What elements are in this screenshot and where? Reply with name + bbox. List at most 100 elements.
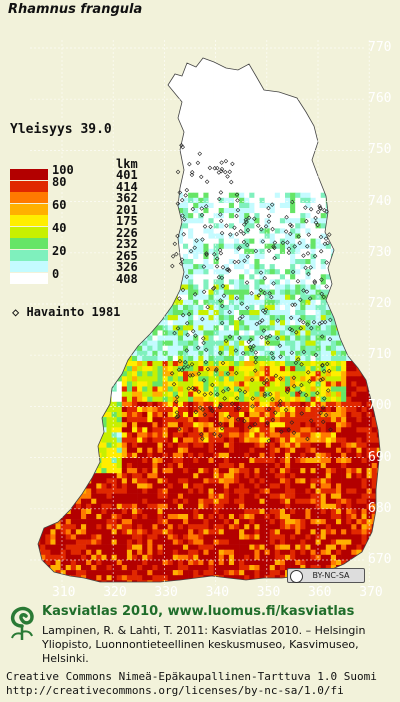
map-cell	[228, 396, 235, 403]
map-cell	[137, 396, 143, 403]
map-cell	[218, 126, 225, 132]
map-cell	[106, 376, 112, 382]
map-cell	[30, 65, 35, 70]
map-cell	[193, 248, 199, 255]
map-cell	[81, 406, 87, 413]
map-cell	[198, 85, 204, 91]
map-cell	[274, 381, 281, 387]
map-cell	[259, 85, 265, 91]
map-cell	[75, 116, 82, 122]
map-cell	[65, 177, 72, 183]
map-cell	[30, 397, 35, 402]
map-cell	[96, 167, 102, 173]
map-cell	[193, 116, 199, 122]
map-cell	[132, 340, 138, 346]
map-cell	[320, 259, 327, 265]
map-cell	[285, 192, 291, 199]
map-cell	[167, 100, 174, 107]
map-cell	[285, 361, 291, 367]
map-cell	[111, 90, 117, 97]
map-cell	[279, 299, 286, 306]
map-cell	[218, 58, 225, 61]
map-cell	[320, 90, 327, 97]
map-cell	[234, 345, 240, 352]
map-cell	[101, 330, 107, 336]
map-cell	[264, 228, 270, 234]
map-cell	[101, 345, 107, 352]
map-cell	[382, 137, 387, 142]
map-cell	[106, 80, 112, 86]
map-cell	[60, 376, 66, 382]
map-cell	[330, 406, 337, 413]
map-cell	[111, 417, 117, 423]
map-cell	[157, 157, 163, 163]
map-cell	[142, 121, 148, 127]
map-cell	[213, 162, 219, 168]
map-cell	[325, 253, 332, 260]
map-cell	[223, 279, 230, 285]
map-cell	[254, 177, 260, 183]
map-cell	[341, 376, 347, 382]
map-cell	[198, 75, 204, 81]
map-cell	[101, 157, 107, 163]
map-cell	[285, 182, 291, 188]
map-cell	[132, 80, 138, 86]
map-cell	[162, 330, 168, 336]
map-cell	[213, 304, 219, 311]
map-cell	[152, 401, 158, 408]
map-cell	[244, 106, 250, 112]
map-cell	[371, 126, 378, 132]
map-cell	[315, 396, 321, 403]
map-cell	[55, 151, 61, 158]
map-cell	[137, 182, 143, 188]
map-cell	[142, 80, 148, 86]
map-cell	[320, 269, 327, 275]
map-cell	[361, 228, 367, 234]
map-cell	[188, 248, 194, 255]
map-cell	[167, 243, 174, 250]
map-cell	[382, 285, 387, 290]
map-cell	[203, 141, 209, 148]
map-cell	[208, 253, 214, 260]
map-cell	[137, 350, 143, 357]
map-cell	[330, 381, 337, 387]
map-cell	[96, 264, 102, 270]
map-cell	[203, 131, 209, 137]
map-cell	[152, 366, 158, 372]
map-cell	[269, 289, 276, 295]
map-cell	[295, 100, 301, 107]
map-cell	[193, 325, 199, 331]
map-cell	[106, 106, 112, 112]
map-cell	[81, 355, 87, 362]
map-cell	[213, 259, 219, 265]
map-cell	[305, 213, 311, 219]
map-cell	[193, 274, 199, 280]
map-cell	[55, 70, 61, 76]
map-cell	[285, 340, 291, 346]
map-cell	[203, 253, 209, 260]
map-cell	[320, 202, 327, 209]
map-cell	[30, 101, 35, 106]
map-cell	[259, 412, 265, 418]
map-cell	[75, 228, 82, 234]
map-cell	[351, 146, 357, 153]
map-cell	[75, 60, 82, 66]
map-cell	[142, 330, 148, 336]
map-cell	[259, 90, 265, 97]
map-cell	[244, 264, 250, 270]
map-cell	[295, 223, 301, 229]
map-cell	[121, 111, 128, 117]
map-cell	[116, 131, 123, 137]
map-cell	[249, 274, 255, 280]
map-cell	[346, 238, 352, 244]
map-cell	[249, 75, 255, 81]
map-cell	[223, 187, 230, 193]
map-cell	[239, 58, 245, 61]
map-cell	[249, 279, 255, 285]
map-cell	[305, 192, 311, 199]
map-cell	[223, 233, 230, 239]
map-cell	[259, 172, 265, 178]
map-cell	[167, 417, 174, 423]
map-cell	[86, 85, 92, 91]
map-cell	[45, 320, 51, 326]
